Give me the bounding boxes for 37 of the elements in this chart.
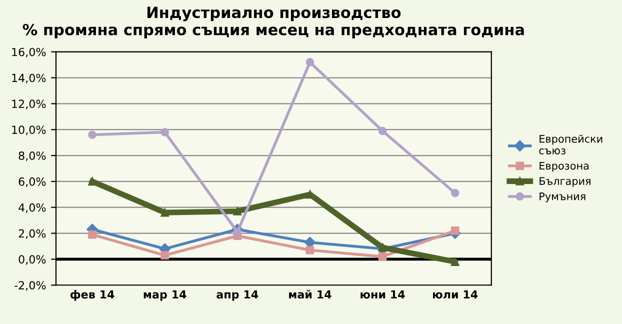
point (450, 258, 460, 266)
x-tick-label: май 14 (289, 290, 332, 299)
point (233, 228, 242, 236)
x-tick-label: юли 14 (433, 290, 478, 299)
y-tick-label: 4,0% (18, 203, 46, 213)
point (378, 243, 387, 252)
point (160, 208, 169, 217)
point (378, 126, 387, 136)
legend-label: Еврозона (540, 162, 588, 172)
chart-title: Индустриално производство % промяна спрямо същия месец на предходната година (22, 6, 524, 38)
point (160, 251, 169, 260)
y-tick-label: -2,0% (14, 281, 46, 291)
legend-label: Европейски съюз (539, 134, 602, 154)
y-tick-label: 8,0% (18, 151, 46, 162)
point (88, 177, 96, 186)
y-tick-label: 16,0% (12, 48, 46, 58)
point (306, 246, 314, 254)
point (450, 188, 460, 198)
x-tick-label: апр 14 (216, 290, 258, 301)
point (306, 58, 314, 66)
point (233, 207, 242, 216)
point (88, 130, 96, 139)
point (88, 230, 96, 239)
point (378, 252, 387, 261)
y-tick-label: 10,0% (12, 126, 46, 136)
legend-label: България (540, 177, 590, 187)
x-tick-label: юни 14 (360, 290, 405, 299)
point (160, 128, 169, 136)
legend-label: Румъния (540, 192, 586, 202)
y-tick-label: 14,0% (12, 74, 46, 84)
x-tick-label: мар 14 (144, 290, 186, 301)
y-tick-label: 12,0% (12, 100, 46, 110)
x-tick-label: фев 14 (70, 290, 114, 301)
point (450, 226, 460, 235)
y-tick-label: 0,0% (18, 255, 46, 265)
y-tick-label: 2,0% (18, 229, 46, 239)
y-tick-label: 6,0% (18, 177, 46, 187)
